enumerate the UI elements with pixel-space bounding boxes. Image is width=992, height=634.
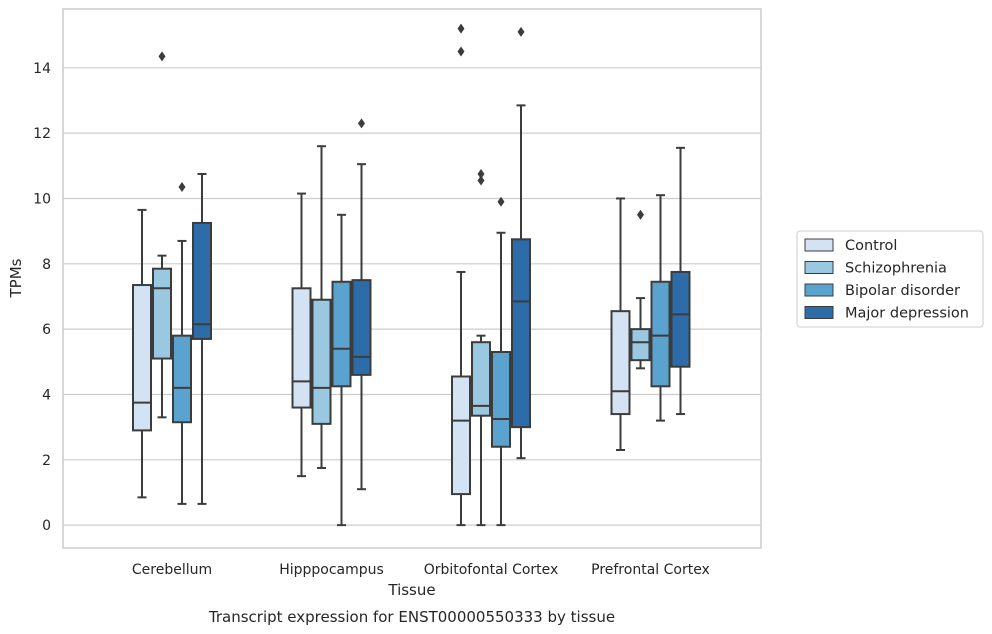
y-tick-label: 14 (33, 61, 51, 77)
box-control (132, 208, 152, 499)
outlier-point (358, 118, 365, 129)
x-tick-label: Hipppocampus (279, 562, 384, 578)
y-tick-label: 10 (33, 191, 51, 207)
box-major-depression (511, 26, 531, 460)
outlier-point (637, 209, 644, 220)
outlier-point (457, 23, 465, 34)
legend-frame (796, 230, 984, 328)
box-bipolar-disorder (491, 196, 511, 527)
legend-swatch (804, 261, 834, 274)
box-control (291, 192, 312, 478)
chart-caption: Transcript expression for ENST0000055033… (208, 608, 615, 626)
box-schizophrenia (311, 145, 332, 469)
plot-frame (62, 8, 762, 549)
outlier-point (477, 175, 485, 186)
box-major-depression (192, 172, 212, 505)
box-iqr (670, 270, 691, 368)
legend-label: Major depression (845, 306, 969, 322)
x-tick-label: Orbitofontal Cortex (424, 562, 559, 578)
legend: Control Schizophrenia Bipolar disorder Majo… (796, 230, 984, 328)
box-major-depression (670, 146, 691, 416)
y-tick-label: 6 (42, 322, 51, 338)
box-bipolar-disorder (172, 182, 192, 505)
box-control (451, 23, 471, 527)
x-tick-label: Prefrontal Cortex (591, 562, 710, 578)
x-tick-label: Cerebellum (132, 562, 212, 578)
box-iqr (351, 279, 372, 376)
box-iqr (451, 375, 471, 496)
legend-label: Schizophrenia (845, 261, 947, 277)
legend-entries: Control Schizophrenia Bipolar disorder Majo… (804, 238, 969, 322)
box-iqr (650, 280, 671, 388)
outlier-point (457, 46, 465, 57)
legend-label: Bipolar disorder (845, 283, 960, 299)
box-iqr (172, 334, 192, 424)
x-axis-label: Tissue (387, 581, 435, 599)
box-iqr (291, 287, 312, 409)
x-tick-labels: Cerebellum Hipppocampus Orbitofontal Corte… (132, 562, 710, 578)
box-schizophrenia (471, 168, 491, 527)
box-bipolar-disorder (331, 213, 352, 527)
box-iqr (630, 328, 651, 362)
box-schizophrenia (630, 209, 651, 370)
y-tick-label: 12 (33, 126, 51, 142)
outlier-point (178, 182, 186, 193)
box-iqr (491, 351, 511, 448)
outlier-point (477, 168, 485, 179)
outlier-point (497, 196, 505, 207)
box-iqr (610, 310, 631, 416)
gridlines (63, 67, 761, 526)
box-iqr (471, 341, 491, 417)
box-schizophrenia (152, 51, 172, 419)
outlier-point (517, 26, 525, 37)
y-tick-label: 8 (42, 257, 51, 273)
legend-label: Control (845, 238, 897, 254)
box-iqr (152, 267, 172, 360)
box-iqr (192, 221, 212, 340)
box-iqr (132, 284, 152, 432)
box-bipolar-disorder (650, 194, 671, 422)
y-tick-label: 0 (42, 518, 51, 534)
box-iqr (511, 238, 531, 429)
legend-swatch (804, 283, 834, 297)
box-control (610, 197, 631, 451)
box-major-depression (351, 118, 372, 491)
y-axis-label: TPMs (7, 258, 25, 298)
box-iqr (311, 298, 332, 425)
legend-swatch (804, 306, 834, 319)
legend-swatch (804, 238, 834, 252)
y-tick-label: 4 (42, 387, 51, 403)
outlier-point (158, 51, 166, 62)
box-plots (132, 23, 691, 527)
y-tick-labels: 0 2 4 6 8 10 12 14 (33, 61, 51, 534)
y-tick-label: 2 (42, 453, 51, 469)
box-iqr (331, 280, 352, 388)
